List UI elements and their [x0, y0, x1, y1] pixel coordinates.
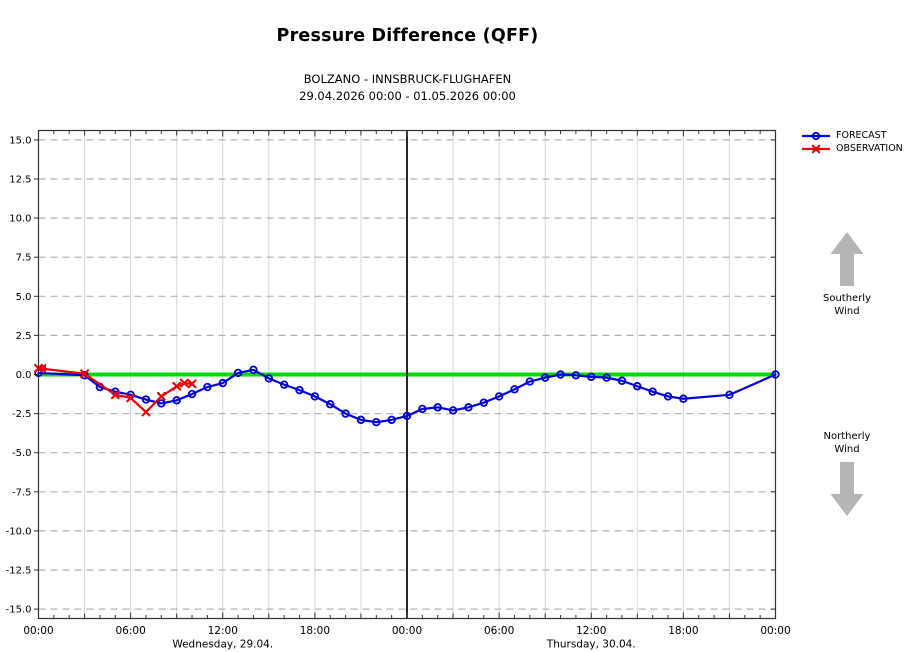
svg-text:Thursday, 30.04.: Thursday, 30.04.	[546, 639, 636, 651]
svg-text:06:00: 06:00	[115, 625, 145, 637]
date-range-label: 29.04.2026 00:00 - 01.05.2026 00:00	[299, 89, 516, 103]
svg-text:-12.5: -12.5	[6, 566, 32, 577]
svg-text:00:00: 00:00	[760, 625, 790, 637]
legend-forecast-label: FORECAST	[836, 130, 887, 141]
y-axis-labels: 15.0 12.5 10.0 7.5 5.0 2.5 0.0 -2.5 -5.0 -7.5 -10.…	[6, 135, 32, 615]
observation-line-icon	[802, 144, 830, 153]
svg-text:0.0: 0.0	[16, 370, 32, 381]
svg-text:-10.0: -10.0	[6, 526, 32, 537]
northerly-wind-label: Northerly Wind	[823, 431, 871, 455]
legend-item-observation: OBSERVATION	[801, 142, 903, 155]
svg-text:18:00: 18:00	[300, 625, 330, 637]
observation-series	[34, 363, 197, 417]
svg-text:12.5: 12.5	[9, 174, 31, 185]
southerly-wind-up-arrow-icon	[830, 232, 864, 286]
svg-text:00:00: 00:00	[392, 625, 422, 637]
page-title: Pressure Difference (QFF)	[276, 26, 539, 46]
svg-text:12:00: 12:00	[208, 625, 238, 637]
svg-text:-15.0: -15.0	[6, 605, 32, 616]
svg-text:5.0: 5.0	[16, 292, 32, 303]
legend-item-forecast: FORECAST	[801, 129, 903, 142]
svg-text:-2.5: -2.5	[12, 409, 32, 420]
svg-text:18:00: 18:00	[668, 625, 698, 637]
day-labels: Wednesday, 29.04. Thursday, 30.04.	[172, 639, 635, 651]
svg-text:12:00: 12:00	[576, 625, 606, 637]
svg-text:Wednesday, 29.04.: Wednesday, 29.04.	[172, 639, 273, 651]
southerly-wind-label: Southerly Wind	[822, 293, 872, 317]
forecast-series	[34, 365, 780, 427]
station-pair-label: BOLZANO - INNSBRUCK-FLUGHAFEN	[303, 72, 512, 86]
svg-text:7.5: 7.5	[16, 253, 32, 264]
x-axis-labels: 00:00 06:00 12:00 18:00 00:00 06:00 12:00 18:00…	[23, 625, 790, 637]
svg-text:2.5: 2.5	[16, 331, 32, 342]
legend-observation-label: OBSERVATION	[836, 143, 903, 154]
svg-text:15.0: 15.0	[9, 135, 31, 146]
svg-text:00:00: 00:00	[23, 625, 53, 637]
svg-text:-5.0: -5.0	[12, 448, 32, 459]
forecast-line-icon	[802, 131, 830, 140]
svg-text:06:00: 06:00	[484, 625, 514, 637]
svg-text:10.0: 10.0	[9, 214, 31, 225]
svg-text:-7.5: -7.5	[12, 487, 32, 498]
chart-subtitle: BOLZANO - INNSBRUCK-FLUGHAFEN 29.04.2026…	[0, 71, 815, 105]
chart-legend: FORECAST OBSERVATION	[801, 129, 903, 155]
x-axis-ticks	[38, 130, 776, 619]
northerly-wind-down-arrow-icon	[830, 462, 864, 516]
